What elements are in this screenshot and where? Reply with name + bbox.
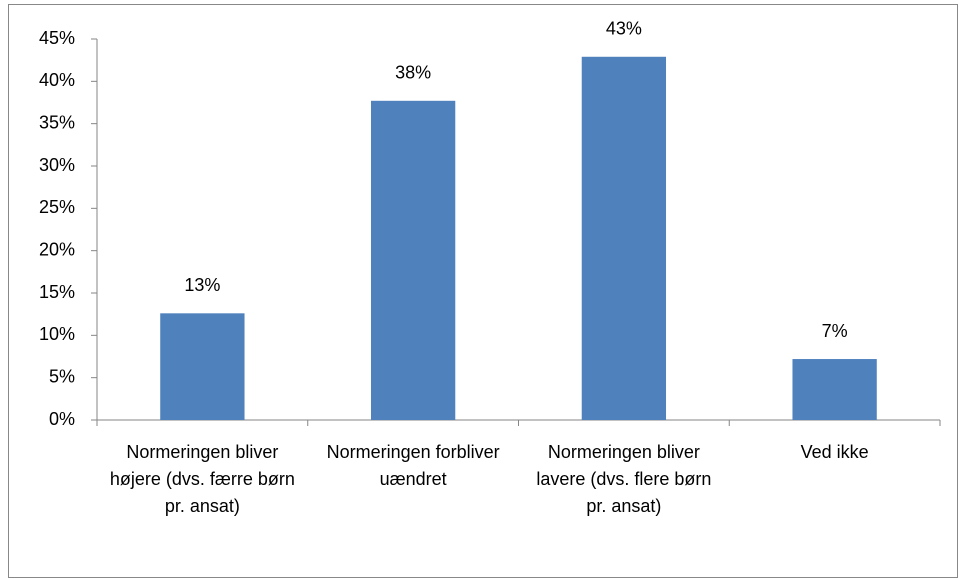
x-tick-label: Normeringen bliver lavere (dvs. flere bø… bbox=[536, 442, 712, 516]
y-tick-label: 0% bbox=[49, 409, 75, 429]
y-tick-label: 10% bbox=[39, 324, 75, 344]
bar bbox=[160, 313, 245, 420]
y-tick-label: 30% bbox=[39, 155, 75, 175]
x-tick-label: Normeringen bliver højere (dvs. færre bø… bbox=[109, 442, 295, 516]
x-tick-label: Normeringen forbliver uændret bbox=[326, 442, 500, 489]
chart-border bbox=[8, 4, 958, 578]
y-tick-label: 35% bbox=[39, 112, 75, 132]
y-tick-label: 45% bbox=[39, 28, 75, 48]
data-label: 13% bbox=[184, 275, 220, 295]
y-tick-label: 25% bbox=[39, 197, 75, 217]
bar bbox=[581, 56, 667, 420]
y-tick-label: 40% bbox=[39, 70, 75, 90]
data-label: 38% bbox=[395, 63, 431, 83]
y-tick-label: 15% bbox=[39, 282, 75, 302]
bar bbox=[370, 100, 456, 420]
data-label: 7% bbox=[822, 321, 848, 341]
data-label: 43% bbox=[606, 19, 642, 39]
x-tick-label: Ved ikke bbox=[800, 442, 869, 462]
y-tick-label: 20% bbox=[39, 239, 75, 259]
y-tick-label: 5% bbox=[49, 366, 75, 386]
bar bbox=[792, 359, 877, 420]
